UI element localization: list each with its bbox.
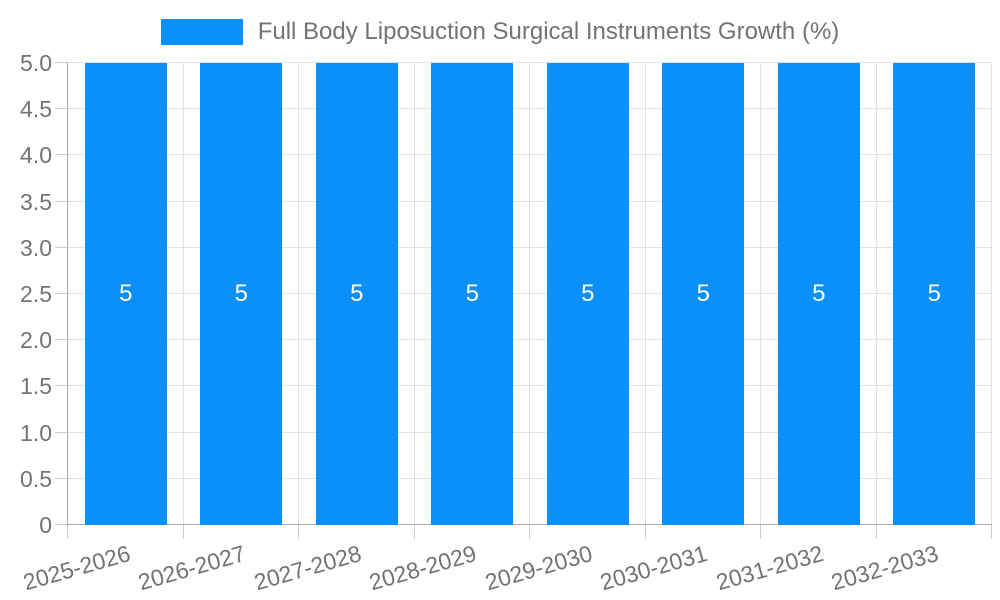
x-axis-label: 2028-2029 xyxy=(366,540,480,596)
y-axis-label: 4.0 xyxy=(20,142,52,169)
gridline-vertical xyxy=(413,63,415,525)
gridline-horizontal xyxy=(68,293,992,294)
gridline-horizontal xyxy=(68,385,992,387)
bar-2029-2030[interactable]: 5 xyxy=(546,63,629,525)
bar-2026-2027[interactable]: 5 xyxy=(200,63,283,525)
bar-2032-2033[interactable]: 5 xyxy=(893,63,976,525)
gridline-vertical xyxy=(991,63,992,525)
gridline-horizontal xyxy=(68,431,992,433)
bar-value-label: 5 xyxy=(465,280,479,307)
bar-2027-2028[interactable]: 5 xyxy=(315,63,398,525)
y-axis-label: 5.0 xyxy=(20,50,52,76)
x-axis-tick xyxy=(760,525,761,539)
y-axis-label: 0.5 xyxy=(20,465,52,492)
y-axis-tick xyxy=(55,431,68,433)
gridline-horizontal xyxy=(68,108,992,110)
bar-2025-2026[interactable]: 5 xyxy=(84,63,167,525)
y-axis-tick xyxy=(55,385,68,387)
y-axis-label: 1.0 xyxy=(20,419,52,446)
legend-swatch xyxy=(160,19,243,45)
y-axis-label: 0 xyxy=(39,512,52,538)
y-axis-tick xyxy=(55,293,68,294)
x-axis-label: 2025-2026 xyxy=(20,540,133,596)
gridline-horizontal xyxy=(68,246,992,248)
y-axis-tick xyxy=(55,477,68,479)
x-axis-label: 2030-2031 xyxy=(597,540,711,596)
y-axis-label: 3.0 xyxy=(20,234,52,261)
y-axis-label: 3.5 xyxy=(20,188,52,215)
bar-2031-2032[interactable]: 5 xyxy=(777,63,860,525)
gridline-vertical xyxy=(760,63,761,525)
x-axis-tick xyxy=(182,525,184,539)
chart-legend[interactable]: Full Body Liposuction Surgical Instrumen… xyxy=(0,17,1000,47)
y-axis-tick xyxy=(55,200,68,202)
bar-value-label: 5 xyxy=(812,280,826,307)
y-axis-tick xyxy=(55,154,68,156)
bar-2030-2031[interactable]: 5 xyxy=(662,63,745,525)
bar-value-label: 5 xyxy=(581,280,595,307)
gridline-horizontal xyxy=(68,62,992,63)
gridline-horizontal xyxy=(68,477,992,479)
gridline-vertical xyxy=(298,63,299,525)
x-axis-line xyxy=(67,524,992,525)
y-axis-label: 4.5 xyxy=(20,96,52,123)
y-axis-label: 1.5 xyxy=(20,373,52,400)
bar-value-label: 5 xyxy=(234,280,248,307)
y-axis-tick xyxy=(55,108,68,110)
x-axis-label: 2026-2027 xyxy=(135,540,249,596)
bar-2028-2029[interactable]: 5 xyxy=(431,63,514,525)
chart-title: Full Body Liposuction Surgical Instrumen… xyxy=(257,18,840,45)
bar-value-label: 5 xyxy=(119,280,133,307)
y-axis-label: 2.0 xyxy=(20,327,52,354)
bar-value-label: 5 xyxy=(696,280,710,307)
x-axis-tick xyxy=(67,525,68,539)
x-axis-label: 2029-2030 xyxy=(482,540,595,596)
x-axis-label: 2032-2033 xyxy=(828,540,942,596)
x-axis-label: 2031-2032 xyxy=(713,540,826,596)
x-axis-tick xyxy=(413,525,415,539)
bar-value-label: 5 xyxy=(350,280,364,307)
y-axis-tick xyxy=(55,62,68,63)
gridline-horizontal xyxy=(68,339,992,341)
gridline-horizontal xyxy=(68,200,992,202)
x-axis-tick xyxy=(529,525,530,539)
gridline-vertical xyxy=(182,63,184,525)
x-axis-tick xyxy=(875,525,877,539)
x-axis-tick xyxy=(644,525,646,539)
x-axis-tick xyxy=(298,525,299,539)
gridline-vertical xyxy=(875,63,877,525)
gridline-horizontal xyxy=(68,154,992,156)
x-axis-tick xyxy=(991,525,992,539)
y-axis-tick xyxy=(55,524,68,525)
bar-value-label: 5 xyxy=(927,280,941,307)
y-axis-line xyxy=(67,63,68,525)
x-axis-label: 2027-2028 xyxy=(251,540,364,596)
gridline-vertical xyxy=(644,63,646,525)
y-axis-tick xyxy=(55,246,68,248)
y-axis-tick xyxy=(55,339,68,341)
y-axis-label: 2.5 xyxy=(20,281,52,307)
gridline-vertical xyxy=(529,63,530,525)
